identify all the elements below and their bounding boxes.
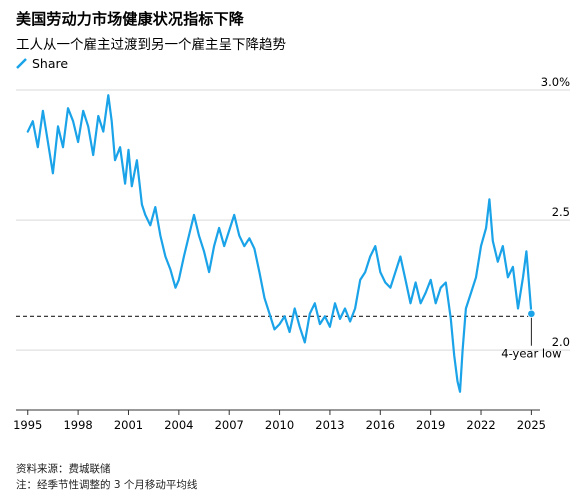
chart-subtitle: 工人从一个雇主过渡到另一个雇主呈下降趋势 [16,37,286,53]
x-tick-label-0: 1995 [13,418,42,432]
legend: Share [16,56,68,71]
series-line-share [26,94,533,393]
source-note: 资料来源：费城联储 [16,463,111,475]
footnote: 注：经季节性调整的 3 个月移动平均线 [16,479,198,491]
y-tick-label-2: 2.0 [552,335,570,349]
x-tick-label-9: 2022 [466,418,495,432]
last-point-marker [527,309,536,319]
x-tick-label-1: 1998 [63,418,92,432]
y-tick-label-1: 2.5 [552,205,570,219]
x-tick-label-10: 2025 [517,418,546,432]
x-tick-label-8: 2019 [416,418,445,432]
annotation-label: 4-year low [501,347,561,361]
x-tick-label-4: 2007 [215,418,244,432]
x-tick-label-5: 2010 [265,418,294,432]
x-tick-label-7: 2016 [366,418,395,432]
x-tick-label-6: 2013 [315,418,344,432]
legend-label: Share [32,56,69,71]
x-tick-label-2: 2001 [114,418,143,432]
chart-title: 美国劳动力市场健康状况指标下降 [16,10,245,28]
y-tick-label-0: 3.0% [541,75,570,89]
legend-line-icon [16,58,27,69]
x-tick-label-3: 2004 [164,418,193,432]
